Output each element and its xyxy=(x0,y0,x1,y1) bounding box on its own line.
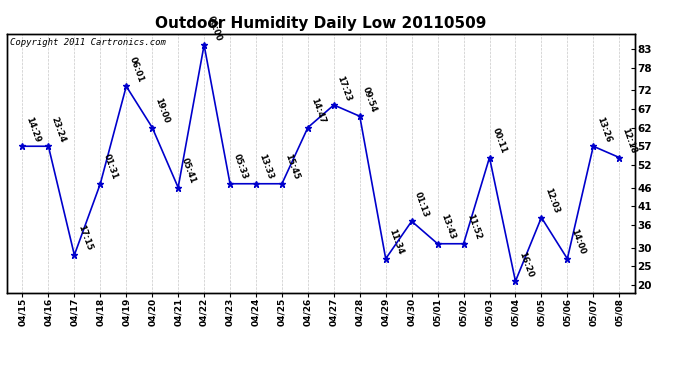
Text: 14:00: 14:00 xyxy=(569,228,586,256)
Text: 23:24: 23:24 xyxy=(50,115,68,144)
Text: 17:23: 17:23 xyxy=(335,74,353,102)
Text: 12:18: 12:18 xyxy=(620,126,638,155)
Text: 14:29: 14:29 xyxy=(24,115,41,144)
Text: 09:54: 09:54 xyxy=(361,86,379,114)
Text: 13:33: 13:33 xyxy=(257,153,275,181)
Text: 11:52: 11:52 xyxy=(465,213,482,241)
Text: 17:15: 17:15 xyxy=(76,224,93,252)
Text: 15:45: 15:45 xyxy=(284,153,301,181)
Text: 01:31: 01:31 xyxy=(101,153,119,181)
Text: 19:00: 19:00 xyxy=(154,97,171,125)
Text: 05:41: 05:41 xyxy=(179,156,197,185)
Text: 00:00: 00:00 xyxy=(206,14,223,42)
Text: Copyright 2011 Cartronics.com: Copyright 2011 Cartronics.com xyxy=(10,38,166,46)
Text: 14:47: 14:47 xyxy=(309,96,327,125)
Text: 06:01: 06:01 xyxy=(128,56,145,84)
Text: 13:43: 13:43 xyxy=(439,213,457,241)
Title: Outdoor Humidity Daily Low 20110509: Outdoor Humidity Daily Low 20110509 xyxy=(155,16,486,31)
Text: 00:11: 00:11 xyxy=(491,127,509,155)
Text: 12:03: 12:03 xyxy=(543,187,560,215)
Text: 13:26: 13:26 xyxy=(595,115,612,144)
Text: 01:13: 01:13 xyxy=(413,190,431,219)
Text: 05:33: 05:33 xyxy=(231,153,249,181)
Text: 16:20: 16:20 xyxy=(517,250,535,279)
Text: 11:34: 11:34 xyxy=(387,228,405,256)
